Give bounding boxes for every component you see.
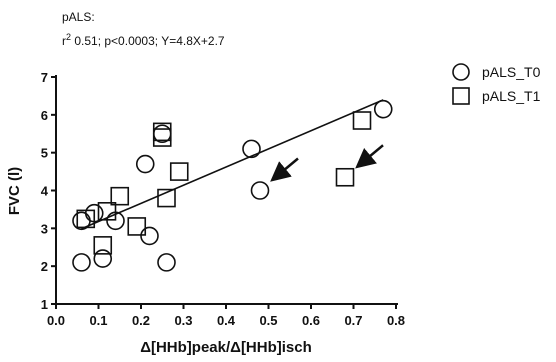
x-tick-label: 0.8 bbox=[387, 313, 405, 328]
point-circle bbox=[373, 99, 393, 119]
chart-title: pALS: bbox=[62, 10, 95, 24]
x-tick-label: 0.1 bbox=[89, 313, 107, 328]
point-square bbox=[152, 128, 172, 147]
legend-label-t1: pALS_T1 bbox=[482, 88, 541, 104]
regression-line bbox=[81, 99, 384, 230]
point-square bbox=[93, 236, 113, 255]
point-square bbox=[110, 186, 130, 206]
point-circle bbox=[250, 181, 270, 200]
point-square bbox=[97, 202, 117, 221]
legend-label-t0: pALS_T0 bbox=[482, 64, 541, 80]
chart-subtitle: r2 0.51; p<0.0003; Y=4.8X+2.7 bbox=[62, 32, 225, 48]
legend: pALS_T0 pALS_T1 bbox=[452, 63, 541, 105]
x-tick-label: 0.3 bbox=[174, 313, 192, 328]
y-tick-label: 1 bbox=[41, 297, 48, 312]
y-tick-label: 3 bbox=[41, 221, 48, 236]
point-square bbox=[76, 209, 96, 229]
subtitle-stats: 0.51; p<0.0003; Y=4.8X+2.7 bbox=[71, 34, 225, 48]
x-tick-label: 0.2 bbox=[132, 313, 150, 328]
point-circle bbox=[72, 253, 91, 272]
point-square bbox=[152, 122, 172, 142]
x-tick-label: 0.4 bbox=[217, 313, 236, 328]
y-tick-label: 5 bbox=[41, 146, 48, 161]
x-axis-label: Δ[HHb]peak/Δ[HHb]isch bbox=[140, 339, 312, 356]
point-circle bbox=[135, 154, 155, 174]
legend-marker-circle bbox=[452, 63, 470, 81]
arrow-annotation bbox=[355, 144, 384, 169]
x-tick-label: 0.6 bbox=[302, 313, 320, 328]
point-circle bbox=[93, 249, 113, 268]
y-ticks: 1 2 3 4 5 6 7 bbox=[41, 70, 56, 312]
point-square bbox=[157, 188, 176, 208]
point-square bbox=[127, 217, 147, 236]
y-tick-label: 4 bbox=[41, 184, 49, 199]
y-axis-label: FVC (l) bbox=[6, 167, 23, 215]
point-square bbox=[335, 167, 355, 187]
legend-marker-square bbox=[452, 87, 470, 105]
x-tick-label: 0.7 bbox=[344, 313, 362, 328]
point-square bbox=[352, 111, 372, 130]
r-exponent: 2 bbox=[66, 32, 71, 42]
y-tick-label: 7 bbox=[41, 70, 48, 85]
x-tick-label: 0.5 bbox=[259, 313, 277, 328]
x-tick-label: 0.0 bbox=[47, 313, 65, 328]
r-symbol: r bbox=[62, 34, 66, 48]
data-points bbox=[72, 99, 393, 272]
y-tick-label: 6 bbox=[41, 108, 48, 123]
point-circle bbox=[140, 226, 159, 246]
point-square bbox=[169, 162, 189, 181]
point-circle bbox=[157, 253, 176, 272]
x-ticks: 0.0 0.1 0.2 0.3 0.4 0.5 0.6 0.7 0.8 bbox=[47, 304, 405, 328]
arrow-annotation bbox=[270, 157, 299, 182]
point-circle bbox=[242, 139, 261, 159]
arrow-annotations bbox=[270, 144, 384, 182]
y-tick-label: 2 bbox=[41, 259, 48, 274]
